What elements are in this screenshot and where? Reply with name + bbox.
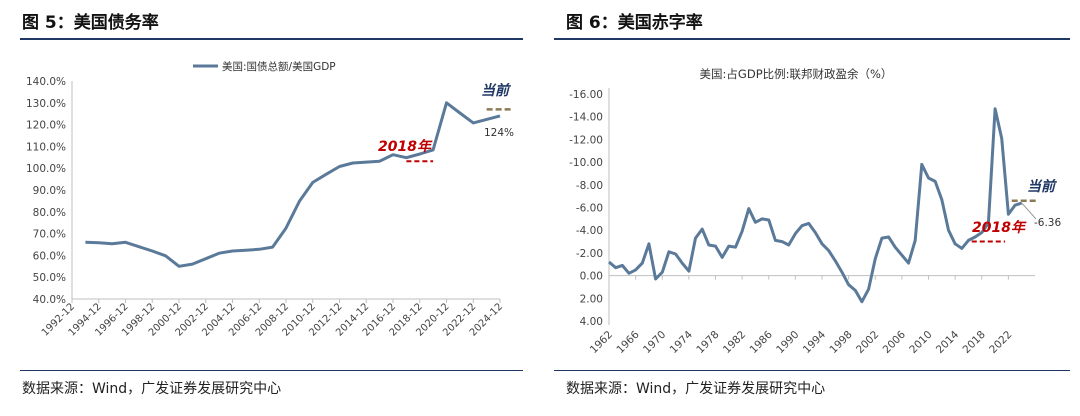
y-tick-label: 140.0% xyxy=(26,76,66,88)
y-tick-label: -14.00 xyxy=(569,112,603,124)
annotation-latest-value: 124% xyxy=(484,127,514,139)
y-tick-label: -16.00 xyxy=(569,89,603,101)
value-leader-line xyxy=(1021,202,1037,220)
y-tick-label: 4.00 xyxy=(580,316,603,328)
x-tick-label: 1978 xyxy=(694,329,721,356)
x-tick-label: 1982 xyxy=(721,329,748,356)
annotation-current: 当前 xyxy=(1027,178,1058,195)
chart-6-inner-title: 美国:占GDP比例:联邦财政盈余（%） xyxy=(700,67,893,81)
y-tick-label: -8.00 xyxy=(576,180,603,192)
x-tick-label: 2014 xyxy=(934,328,962,356)
x-tick-label: 1970 xyxy=(641,329,668,356)
y-tick-label: 130.0% xyxy=(26,98,66,110)
y-tick-label: 70.0% xyxy=(33,229,66,241)
debt-ratio-line xyxy=(85,101,501,268)
chart-6-source-rule xyxy=(554,370,1070,371)
y-tick-label: -10.00 xyxy=(569,157,603,169)
legend-label: 美国:国债总额/美国GDP xyxy=(222,60,336,73)
x-tick-label: 2010 xyxy=(907,329,934,356)
y-tick-label: 90.0% xyxy=(33,185,66,197)
annotation-current: 当前 xyxy=(481,82,512,99)
chart-5-title: 图 5：美国债务率 xyxy=(22,13,159,33)
chart-5-source: 数据来源：Wind，广发证券发展研究中心 xyxy=(22,381,282,397)
y-tick-label: -12.00 xyxy=(569,134,603,146)
y-tick-label: 50.0% xyxy=(33,272,66,284)
y-tick-label: 0.00 xyxy=(580,271,603,283)
chart-6-title-rule xyxy=(554,38,1070,40)
deficit-ratio-line xyxy=(608,107,1023,304)
x-tick-label: 1962 xyxy=(588,329,615,356)
x-tick-label: 1994 xyxy=(801,328,829,356)
chart-5-title-rule xyxy=(20,38,523,40)
x-tick-label: 1986 xyxy=(747,328,775,356)
y-tick-label: -4.00 xyxy=(576,225,603,237)
y-tick-label: -2.00 xyxy=(576,248,603,260)
y-tick-label: -6.00 xyxy=(576,203,603,215)
annotation-2018: 2018年 xyxy=(972,219,1027,236)
y-tick-label: 60.0% xyxy=(33,250,66,262)
x-tick-label: 2006 xyxy=(881,328,909,356)
chart-5-source-rule xyxy=(20,370,523,371)
annotation-latest-value: -6.36 xyxy=(1034,217,1061,229)
y-tick-label: 120.0% xyxy=(26,120,66,132)
x-tick-label: 1974 xyxy=(668,328,696,356)
x-tick-label: 1998 xyxy=(827,329,854,356)
y-tick-label: 110.0% xyxy=(26,141,66,153)
annotation-2018: 2018年 xyxy=(378,138,433,155)
y-tick-label: 100.0% xyxy=(26,163,66,175)
y-tick-label: 2.00 xyxy=(580,293,603,305)
y-tick-label: 80.0% xyxy=(33,207,66,219)
x-tick-label: 2002 xyxy=(854,329,881,356)
chart-6-title: 图 6：美国赤字率 xyxy=(566,13,703,33)
x-tick-label: 1966 xyxy=(614,328,642,356)
x-tick-label: 2018 xyxy=(960,329,987,356)
x-tick-label: 2022 xyxy=(987,329,1014,356)
y-tick-label: 40.0% xyxy=(33,294,66,306)
x-tick-label: 1990 xyxy=(774,329,801,356)
chart-6-source: 数据来源：Wind，广发证券发展研究中心 xyxy=(566,381,826,397)
